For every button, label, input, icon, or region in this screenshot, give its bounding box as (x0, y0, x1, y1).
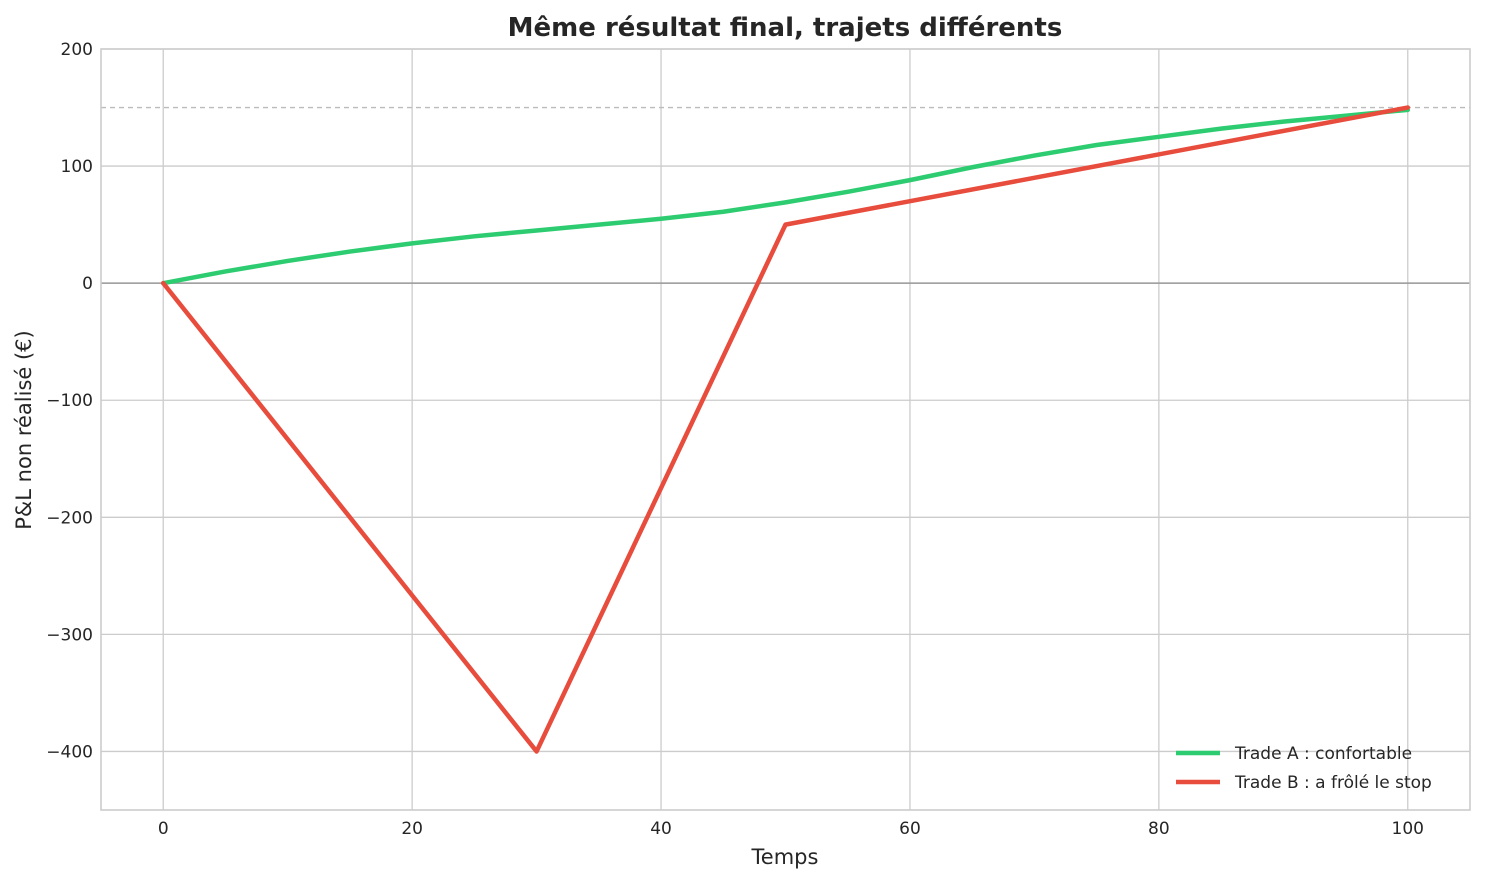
y-tick-label: −100 (46, 391, 93, 411)
y-tick-label: −300 (46, 625, 93, 645)
y-tick-label: −400 (46, 742, 93, 762)
y-tick-label: 200 (61, 40, 93, 60)
chart-title: Même résultat final, trajets différents (508, 13, 1063, 43)
y-axis-label: P&L non réalisé (€) (12, 330, 36, 529)
y-tick-label: 100 (61, 157, 93, 177)
reference-lines (101, 106, 1470, 284)
x-tick-label: 20 (401, 819, 423, 839)
series-line-trade-b (160, 105, 1411, 754)
x-tick-label: 0 (158, 819, 169, 839)
series-group (160, 105, 1411, 754)
legend: Trade A : confortable Trade B : a frôlé l… (1176, 744, 1432, 793)
x-tick-label: 60 (899, 819, 921, 839)
x-tick-label: 80 (1148, 819, 1170, 839)
x-tick-label: 100 (1392, 819, 1424, 839)
x-tick-labels: 0 20 40 60 80 100 (158, 819, 1424, 839)
y-tick-label: −200 (46, 508, 93, 528)
y-tick-label: 0 (82, 274, 93, 294)
x-tick-label: 40 (650, 819, 672, 839)
y-tick-labels: −400 −300 −200 −100 0 100 200 (46, 40, 93, 762)
grid (101, 48, 1470, 810)
x-axis-label: Temps (751, 845, 819, 869)
series-line-trade-a (160, 107, 1411, 286)
legend-label: Trade A : confortable (1234, 744, 1412, 764)
plot-frame (100, 48, 1471, 811)
legend-label: Trade B : a frôlé le stop (1234, 773, 1432, 793)
